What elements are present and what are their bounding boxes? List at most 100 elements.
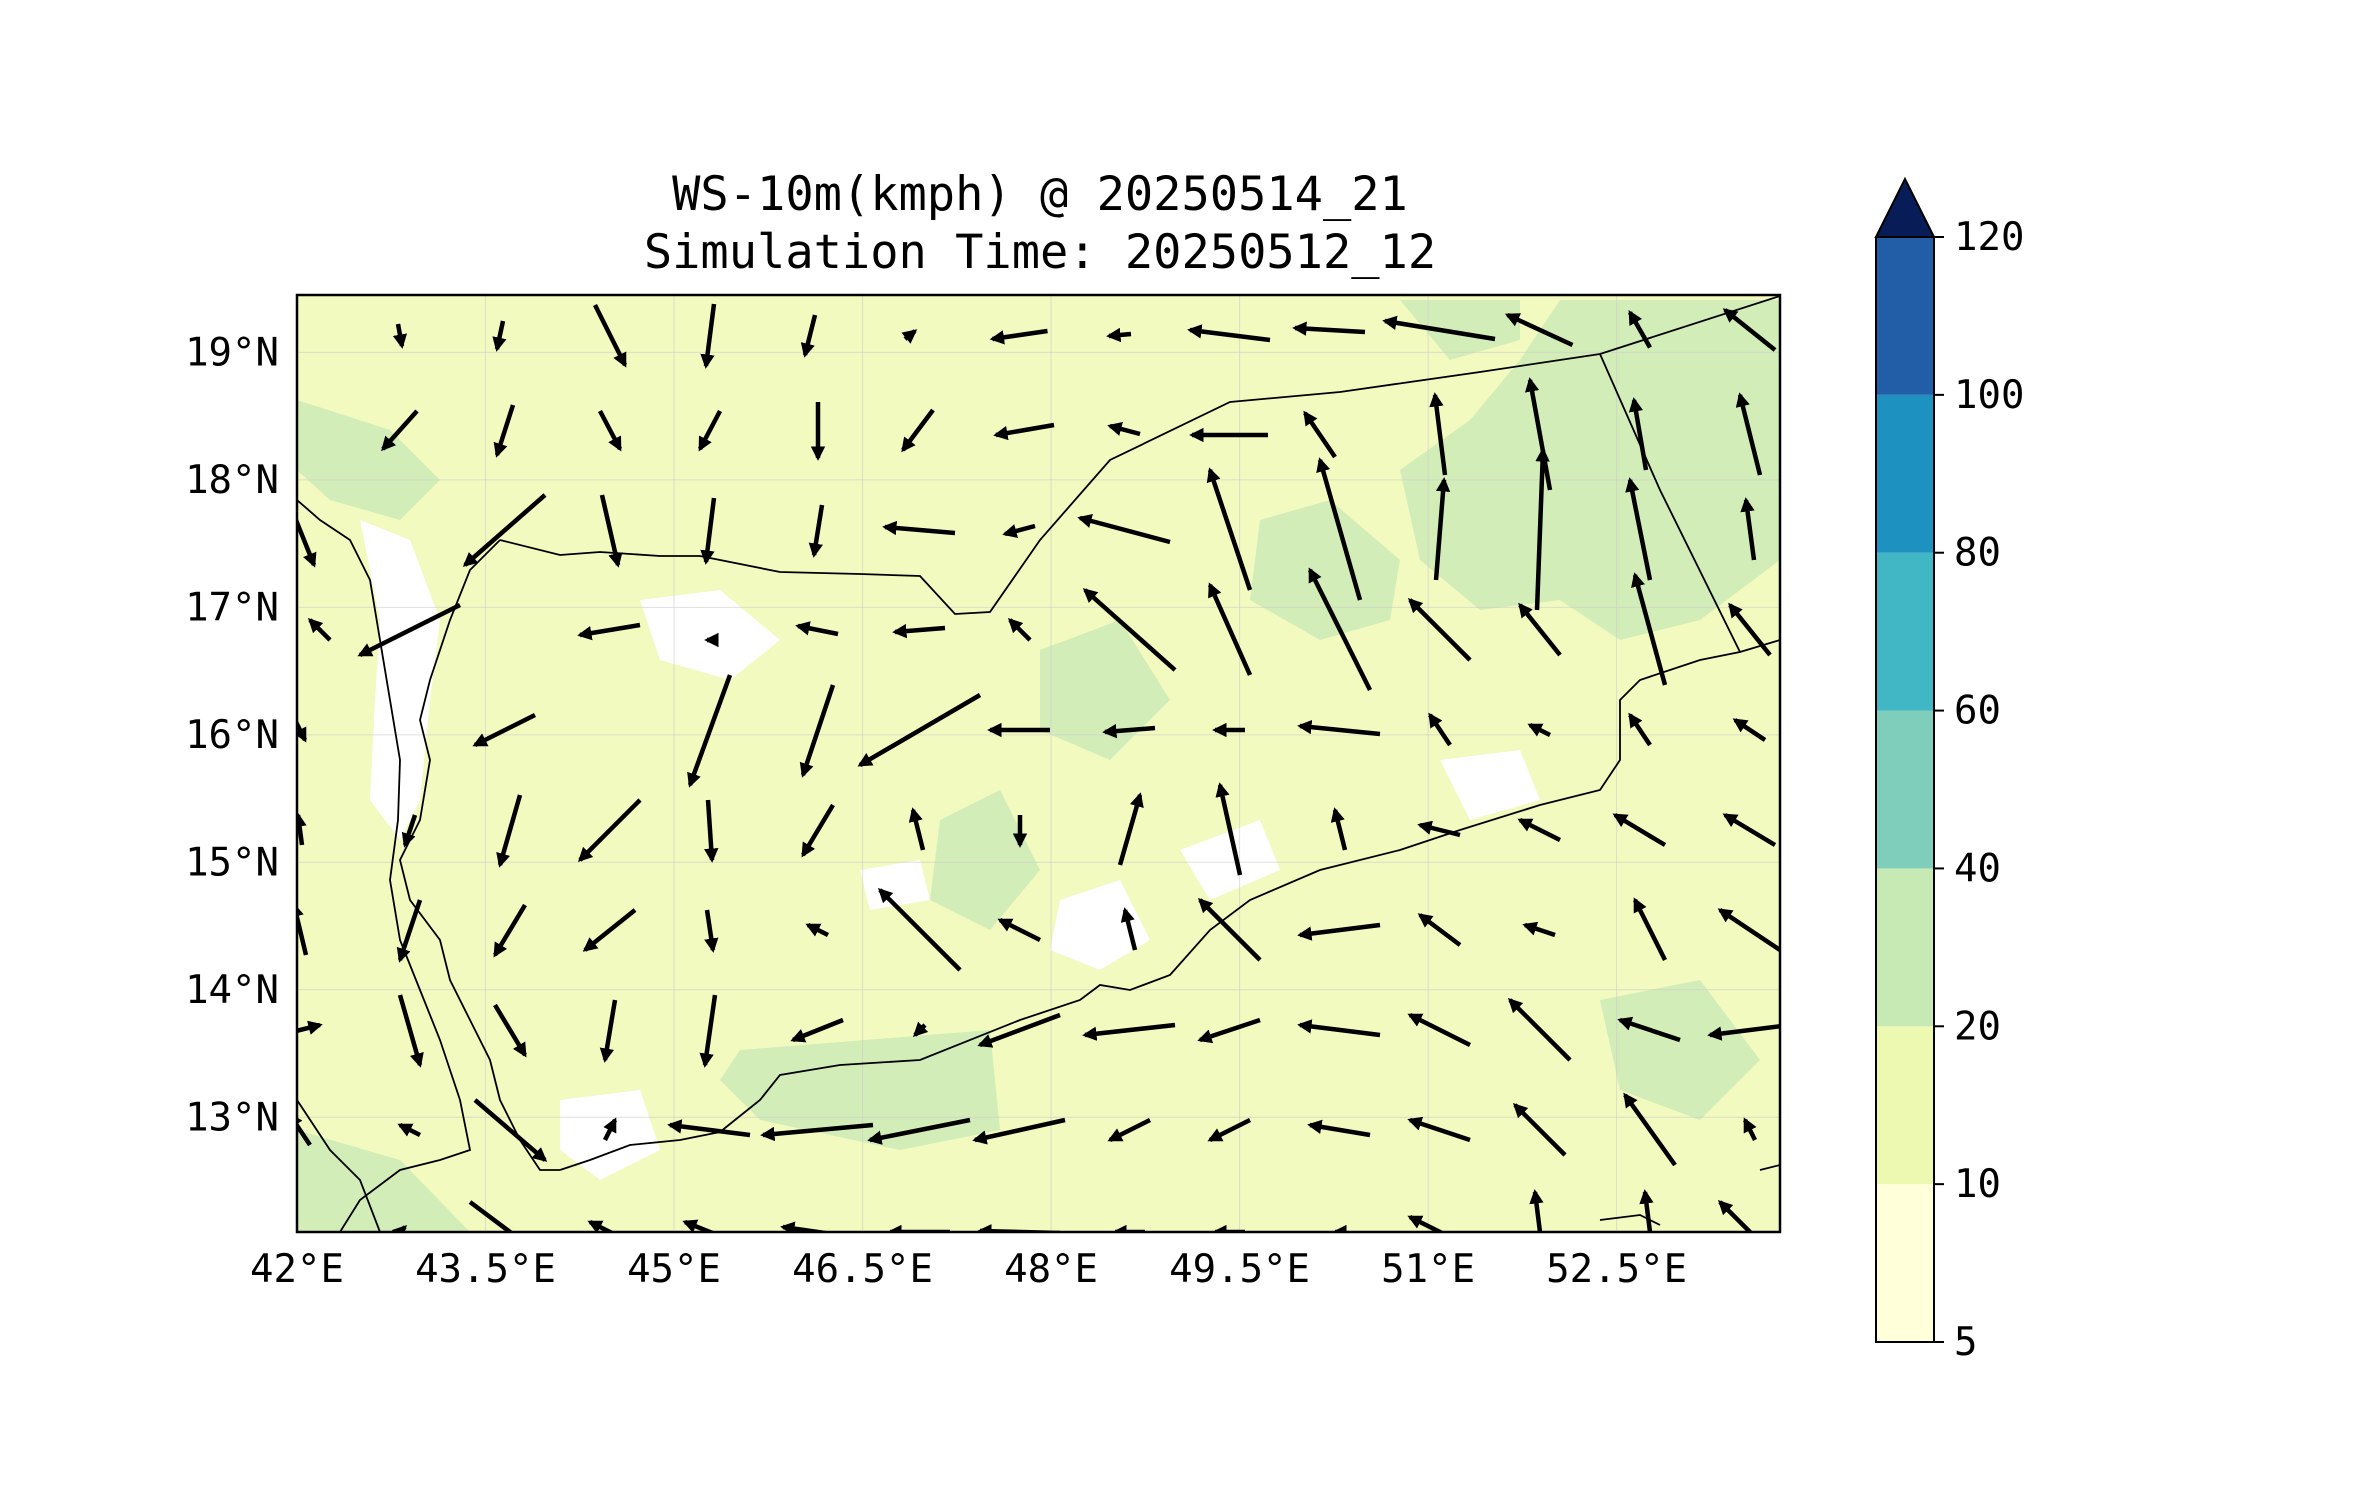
y-axis-tick-labels: 19°N 18°N 17°N 16°N 15°N 14°N 13°N [185,330,279,1140]
speed-band-20-40 [1040,620,1170,760]
wind-arrow [1507,997,1572,1062]
x-tick-label: 48°E [1004,1247,1098,1292]
colorbar-segment [1876,868,1934,1027]
speed-band-20-40 [720,1030,1000,1150]
wind-arrow [598,409,622,452]
wind-arrow [997,917,1042,943]
wind-arrow [397,1122,422,1138]
colorbar-tick-label: 80 [1954,531,2001,576]
colorbar-tick-label: 10 [1954,1162,2001,1207]
wind-arrow [577,622,641,641]
x-tick-label: 43.5°E [415,1247,556,1292]
wind-arrow [800,314,818,358]
wind-arrow [1524,377,1553,491]
wind-arrow [667,1119,751,1138]
wind-arrow [599,494,623,568]
wind-arrow [592,303,628,368]
wind-arrow [1429,392,1448,476]
wind-arrow [1197,1017,1261,1044]
wind-arrow [1197,897,1262,962]
colorbar-frame [1875,236,1935,1343]
wind-arrow [1417,913,1462,947]
wind-arrow [1206,467,1253,591]
y-tick-label: 13°N [185,1095,279,1140]
wind-arrow [780,1221,834,1232]
wind-arrow [1534,447,1550,611]
wind-arrow [1518,602,1562,657]
wind-arrow [1077,514,1171,545]
wind-arrow [1407,597,1472,662]
wind-arrow [1107,1117,1152,1143]
wind-arrow [700,303,717,369]
wind-arrow [297,812,307,846]
wind-arrow [760,1122,874,1142]
wind-arrow [808,504,825,558]
wind-arrow [799,684,836,778]
wind-arrow [1529,1189,1544,1232]
wind-arrow [1297,719,1381,737]
y-tick-label: 16°N [185,713,279,758]
colorbar-tick-label: 100 [1954,373,2024,418]
wind-arrow [1187,324,1271,343]
colorbar-tick-label: 60 [1954,689,2001,734]
wind-arrow [1722,813,1777,847]
wind-arrow [901,408,935,453]
y-tick-label: 19°N [185,330,279,375]
wind-arrow [496,794,523,868]
y-tick-label: 17°N [185,585,279,630]
red-sea-coastline [399,539,560,1171]
colorbar-segment [1876,1026,1934,1185]
wind-arrow [582,908,637,952]
speed-band-20-40 [297,1130,470,1232]
socotra-coastline [1759,1164,1780,1171]
wind-arrow [1082,1022,1176,1041]
wind-arrow [472,712,537,748]
wind-arrow [1207,582,1253,676]
x-tick-label: 46.5°E [792,1247,933,1292]
colorbar-segment [1876,552,1934,711]
wind-arrow [297,718,308,743]
colorbar-extend-arrow [1874,176,1936,238]
wind-arrow [1735,392,1763,476]
wind-arrow [892,623,946,639]
speed-band-below-5 [860,860,930,910]
wind-arrow [1297,1019,1381,1038]
wind-arrow [1292,321,1366,336]
wind-arrow [790,1017,844,1043]
colorbar-tick-label: 40 [1954,846,2001,891]
wind-arrow [297,902,309,956]
wind-arrow [699,994,718,1068]
wind-arrow [397,994,424,1068]
wind-arrow [1522,921,1556,938]
wind-arrow [704,799,719,863]
wind-arrow [700,497,717,565]
wind-arrow [1215,782,1243,876]
wind-arrow [1639,1189,1654,1232]
wind-arrow [989,328,1048,345]
wind-arrow [1628,309,1652,349]
wind-arrow [908,807,926,851]
wind-arrow [972,1117,1066,1145]
wind-arrow [1517,817,1562,843]
wind-arrow [493,404,516,458]
wind-arrow [1082,588,1177,672]
wind-arrow [1407,1012,1472,1048]
wind-vectors [297,303,1780,1232]
wind-arrow [877,887,962,972]
wind-arrow [682,1219,717,1232]
coastlines-and-borders [297,295,1780,1232]
speed-band-below-5 [360,520,440,840]
wind-arrow [1316,457,1363,601]
wind-arrow [1307,1119,1371,1138]
wind-arrow [1742,1117,1758,1142]
wind-arrow [1433,477,1451,581]
y-tick-label: 15°N [185,840,279,885]
wind-arrow [1106,327,1132,343]
wind-arrow [1632,897,1668,962]
x-tick-label: 42°E [250,1247,344,1292]
speed-band-below-5 [1180,820,1280,900]
wind-arrow [297,1112,312,1147]
colorbar-tick-label: 5 [1954,1320,1977,1365]
wind-arrow [391,1224,408,1232]
wind-arrow [882,520,956,536]
